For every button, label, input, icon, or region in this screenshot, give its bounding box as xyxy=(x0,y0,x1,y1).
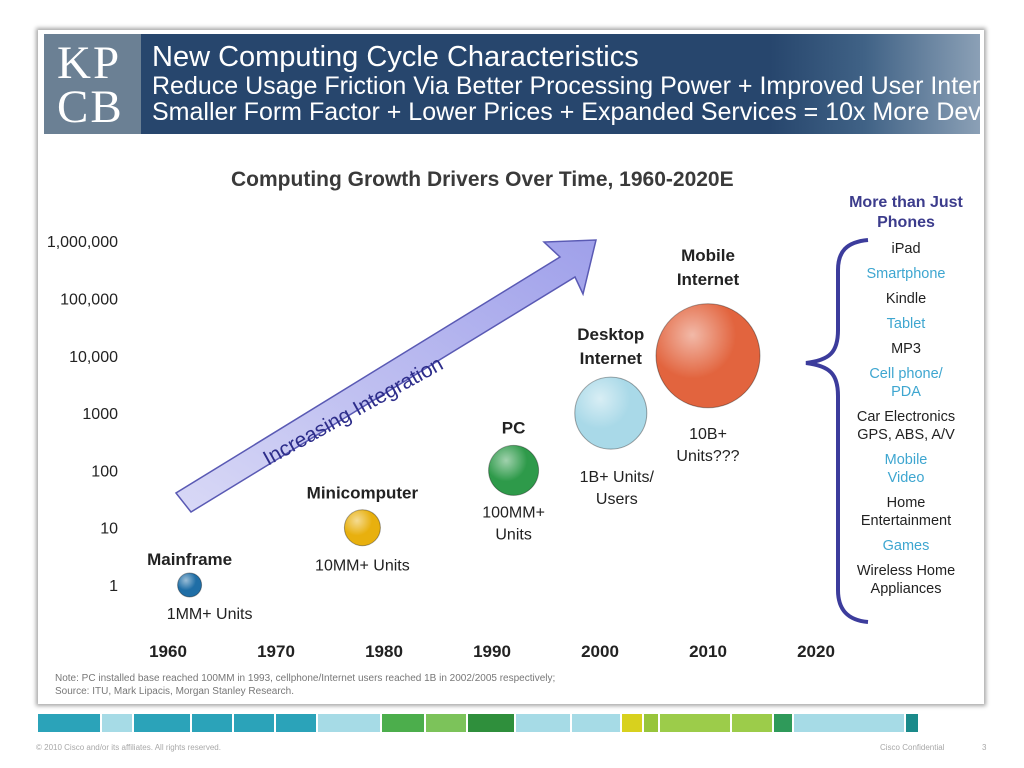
y-tick-label: 1000 xyxy=(82,406,118,423)
device-list-item: Home Entertainment xyxy=(860,495,952,529)
x-tick-label: 2010 xyxy=(689,642,727,661)
data-point-sheen xyxy=(574,377,647,450)
data-point-sheen xyxy=(177,573,202,597)
logo-line-2: CB xyxy=(57,81,124,133)
y-tick-label: 10 xyxy=(100,521,118,538)
device-list-item: Cell phone/PDA xyxy=(869,366,943,400)
device-list-item: Mobile Video xyxy=(884,452,928,486)
chart-svg: 1,000,000 100,000 10,000 1000 100 10 1 1960 197… xyxy=(47,234,869,661)
stripe-segment xyxy=(38,714,100,732)
x-tick-label: 2020 xyxy=(797,642,835,661)
device-list-item: Tablet xyxy=(886,316,926,332)
footnote-line-1: Note: PC installed base reached 100MM in… xyxy=(55,673,556,684)
device-list-item: Smartphone xyxy=(866,266,946,282)
stripe-segment xyxy=(516,714,570,732)
stripe-segment xyxy=(732,714,772,732)
stripe-segment xyxy=(234,714,274,732)
device-list-item: MP3 xyxy=(891,341,921,357)
stripe-segment xyxy=(906,714,918,732)
increasing-integration-arrow xyxy=(174,239,597,513)
stripe-segment xyxy=(192,714,232,732)
footer-color-stripe xyxy=(38,714,986,732)
data-point-sheen xyxy=(344,509,381,546)
data-point-sheen xyxy=(656,303,760,408)
stripe-segment xyxy=(276,714,316,732)
x-tick-label: 1960 xyxy=(149,642,187,661)
y-tick-label: 100,000 xyxy=(60,292,118,309)
x-tick-label: 2000 xyxy=(581,642,619,661)
point-name-label: Desktop Internet xyxy=(577,325,644,368)
point-units-label: 1B+ Units/Users xyxy=(580,469,655,508)
title-banner: KP CB New Computing Cycle Characteristic… xyxy=(44,34,980,134)
banner-handwriting-image xyxy=(770,34,980,134)
device-list-item: Car Electronics GPS, ABS, A/V xyxy=(856,409,956,443)
point-units-label: 10MM+ Units xyxy=(315,558,410,575)
stripe-segment xyxy=(660,714,730,732)
device-list-item: Games xyxy=(882,538,930,554)
stripe-segment xyxy=(102,714,132,732)
banner-subtitle-line-2: Smaller Form Factor + Lower Prices + Exp… xyxy=(152,98,980,126)
stripe-segment xyxy=(318,714,380,732)
point-name-label: Mobile Internet xyxy=(677,246,740,289)
banner-title: New Computing Cycle Characteristics xyxy=(152,41,639,73)
stripe-segment xyxy=(794,714,904,732)
device-list-item: iPad xyxy=(891,241,921,257)
x-tick-label: 1990 xyxy=(473,642,511,661)
device-list-header: More than Just Phones xyxy=(849,194,963,231)
y-tick-label: 1,000,000 xyxy=(47,234,118,251)
footnote-line-2: Source: ITU, Mark Lipacis, Morgan Stanle… xyxy=(55,686,294,697)
y-tick-label: 10,000 xyxy=(69,349,118,366)
x-tick-label: 1980 xyxy=(365,642,403,661)
y-tick-label: 1 xyxy=(109,578,118,595)
page-number: 3 xyxy=(982,743,987,752)
stripe-segment xyxy=(572,714,620,732)
confidential-label: Cisco Confidential xyxy=(880,743,945,752)
x-tick-label: 1970 xyxy=(257,642,295,661)
point-units-label: 1MM+ Units xyxy=(167,606,253,623)
stripe-segment xyxy=(426,714,466,732)
slide: KP CB New Computing Cycle Characteristic… xyxy=(38,30,984,704)
arrow-label: Increasing Integration xyxy=(259,352,447,470)
point-name-label: PC xyxy=(502,418,526,437)
stripe-segment xyxy=(382,714,424,732)
y-tick-label: 100 xyxy=(91,463,118,480)
stripe-segment xyxy=(644,714,658,732)
right-brace xyxy=(805,238,869,624)
data-point-sheen xyxy=(488,445,539,496)
kpcb-logo: KP CB xyxy=(44,34,141,134)
footnote: Note: PC installed base reached 100MM in… xyxy=(55,672,555,698)
stripe-segment xyxy=(134,714,190,732)
logo-line-1: KP xyxy=(57,37,122,89)
point-name-label: Mainframe xyxy=(147,550,232,569)
device-list-item: Kindle xyxy=(885,291,927,307)
point-units-label: 10B+ Units??? xyxy=(676,426,739,465)
stripe-segment xyxy=(774,714,792,732)
device-list: More than Just Phones iPad Smartphone Kind… xyxy=(844,193,968,605)
device-list-item: Wireless Home Appliances xyxy=(856,563,956,597)
chart-title: Computing Growth Drivers Over Time, 1960… xyxy=(231,168,734,191)
point-name-label: Minicomputer xyxy=(307,484,419,503)
banner-subtitle-line-1: Reduce Usage Friction Via Better Process… xyxy=(152,72,980,100)
point-units-label: 100MM+ Units xyxy=(482,504,545,543)
stripe-segment xyxy=(468,714,514,732)
copyright-text: © 2010 Cisco and/or its affiliates. All … xyxy=(36,743,221,752)
stripe-segment xyxy=(622,714,642,732)
